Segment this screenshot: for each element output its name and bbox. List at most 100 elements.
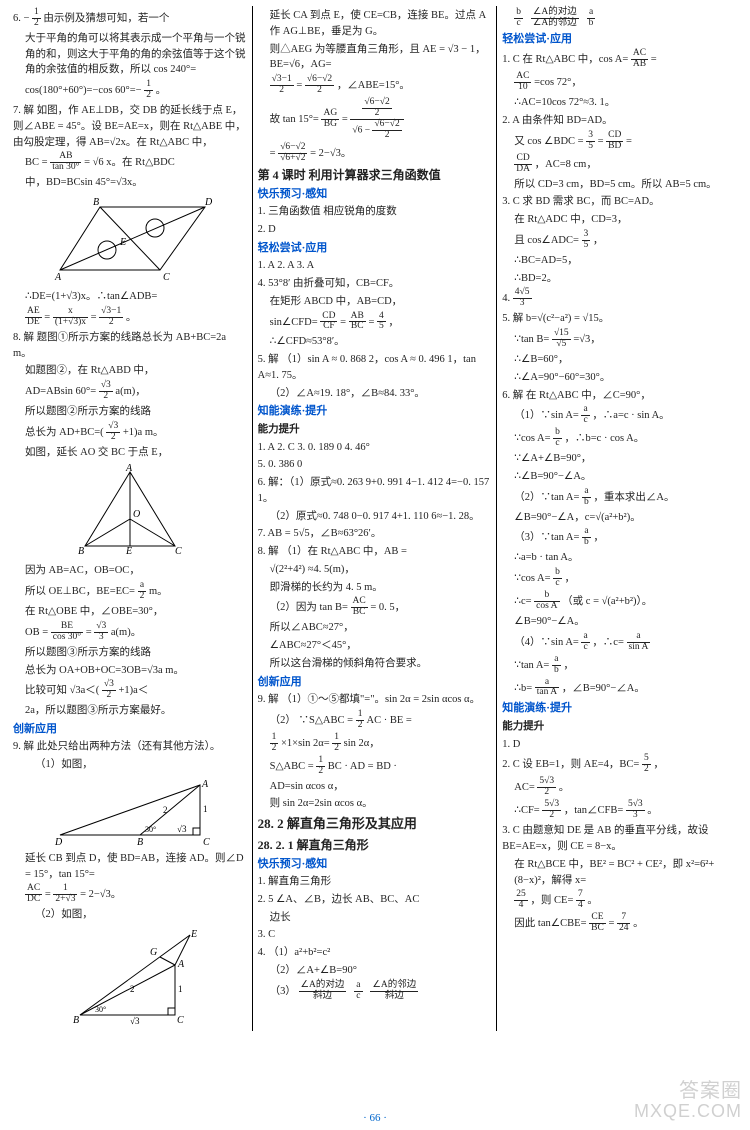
heading-cx: 创新应用 — [13, 721, 247, 738]
c2-p1: 延长 CA 到点 E，使 CE=CB，连接 BE。过点 A 作 AG⊥BE，垂足… — [258, 8, 492, 40]
qs4a: 4. 53°8′ 由折叠可知，CB=CF。 — [258, 276, 492, 292]
zn9j: AD=sin αcos α， — [258, 779, 492, 795]
zn9d: 12 ×1×sin 2α= 12 sin 2α， — [258, 733, 492, 754]
section-4-heading: 第 4 课时 利用计算器求三角函数值 — [258, 166, 492, 184]
kl2-5b: （2）∠A+∠B=90° — [258, 963, 492, 979]
watermark: 答案圈 MXQE.COM — [634, 1080, 742, 1122]
kl2-1: 1. 解直角三角形 — [258, 874, 492, 890]
qs4i: ∴∠CFD≈53°8′。 — [258, 334, 492, 350]
c2-p5: 故 tan 15°= AGBG = √6−√22 √6 − √6−√22 — [258, 98, 492, 141]
c3-q6m: ∴a=b · tan A。 — [502, 550, 737, 566]
c3-q6x: ∴b= atan A ，∠B=90°−∠A。 — [502, 678, 737, 699]
qs4c: sin∠CFD= CDCF = ABBC = 45 ， — [258, 312, 492, 333]
c3-q5d: ∴∠B=60°， — [502, 352, 737, 368]
q8-j: 所以 OE⊥BC，BE=EC= a2 m。 — [13, 581, 247, 602]
svg-text:B: B — [93, 197, 99, 208]
c3-q6j: ∠B=90°−∠A，c=√(a²+b²)。 — [502, 510, 737, 526]
qsss-heading: 轻松尝试·应用 — [258, 240, 492, 257]
klyx2-heading: 快乐预习·感知 — [258, 856, 492, 873]
c3-zn3a: 3. C 由题意知 DE 是 AB 的垂直平分线，故设 BE=AE=x，则 CE… — [502, 823, 737, 855]
svg-text:C: C — [177, 1015, 184, 1026]
svg-text:E: E — [125, 546, 132, 557]
c3-zn3b: 在 Rt△BCE 中，BE² = BC² + CE²，即 x²=6²+(8−x)… — [502, 857, 737, 889]
svg-text:30°: 30° — [145, 825, 156, 834]
q9-h: （2）如图， — [13, 907, 247, 923]
svg-text:A: A — [201, 779, 209, 790]
c3-zn2c: AC= 5√32 。 — [502, 777, 737, 798]
svg-text:B: B — [73, 1015, 79, 1026]
zn6b: （2）原式≈0. 748 0−0. 917 4+1. 110 6≈−1. 28。 — [258, 509, 492, 525]
q6-eq: cos(180°+60°)=−cos 60°=− 12 。 — [13, 80, 247, 101]
zn8h: 所以这台滑梯的倾斜角符合要求。 — [258, 656, 492, 672]
c3-zn3g: 因此 tan∠CBE= CEBC = 724 。 — [502, 913, 737, 934]
watermark-url: MXQE.COM — [634, 1101, 742, 1121]
qs1: 1. A 2. A 3. A — [258, 258, 492, 274]
kl2-4: 3. C — [258, 927, 492, 943]
zn8a: 8. 解 （1）在 Rt△ABC 中，AB = — [258, 544, 492, 560]
c3-zn3c: 254 ，则 CE= 74 。 — [502, 890, 737, 911]
c3-qsss-heading: 轻松尝试·应用 — [502, 31, 737, 48]
watermark-cn: 答案圈 — [634, 1080, 742, 1102]
c3-q5b: ∵tan B= √15√5 =√3， — [502, 329, 737, 350]
c3-q4a: 4. 4√53 — [502, 288, 737, 309]
c3-q3e: ∴BC=AD=5， — [502, 253, 737, 269]
cxy-heading: 创新应用 — [258, 674, 492, 691]
q6-frac: 12 — [32, 8, 41, 29]
zn8d: （2）因为 tan B= ACBC = 0. 5， — [258, 597, 492, 618]
kl2-5c: （3） ∠A的对边斜边 ac ∠A的邻边斜边 — [258, 981, 492, 1002]
column-1: 6. − 12 由示例及猜想可知，若一个 大于平角的角可以将其表示成一个平角与一… — [8, 6, 253, 1031]
c2-p3: √3−12 = √6−√22 ，∠ABE=15°。 — [258, 75, 492, 96]
c3-q6h: （2）∵tan A= ab ，重本求出∠A。 — [502, 487, 737, 508]
q7-b: BC = ABtan 30° = √6 x。在 Rt△BDC — [13, 152, 247, 173]
c3-q1c: AC10 =cos 72°， — [502, 72, 737, 93]
q8-a: 8. 解 题图①所示方案的线路总长为 AB+BC=2a m。 — [13, 330, 247, 362]
zn9h: S△ABC = 12 BC · AD = BD · — [258, 756, 492, 777]
svg-text:E: E — [119, 237, 126, 248]
zn6a: 6. 解：（1）原式≈0. 263 9+0. 991 4−1. 412 4=−0… — [258, 475, 492, 507]
q8-c: AD=ABsin 60°= √32 a(m)， — [13, 381, 247, 402]
c3-q6v: ∵tan A= ab ， — [502, 655, 737, 676]
zn9a: 9. 解 （1）①～⑤都填"="。sin 2α = 2sin αcos α。 — [258, 692, 492, 708]
c3-q1a: 1. C 在 Rt△ABC 中，cos A= ACAB = — [502, 49, 737, 70]
c3-q3f: ∴BD=2。 — [502, 271, 737, 287]
q6-lead: 6. − — [13, 13, 32, 24]
svg-text:C: C — [163, 272, 170, 283]
figure-q7-parallelogram: AC DB E — [45, 195, 215, 285]
c3-q2a: 2. A 由条件知 BD=AD。 — [502, 113, 737, 129]
c3-q5a: 5. 解 b=√(c²−a²) = √15。 — [502, 311, 737, 327]
svg-text:D: D — [204, 197, 213, 208]
svg-text:1: 1 — [178, 984, 183, 994]
zn5: 5. 0. 386 0 — [258, 457, 492, 473]
c3-q6d: ∵cos A= bc ，∴b=c · cos A。 — [502, 428, 737, 449]
c3-q6n: ∵cos A= bc ， — [502, 568, 737, 589]
q9-b: （1）如图， — [13, 757, 247, 773]
figure-q8-triangle: AB CE O — [70, 464, 190, 559]
q9-c: 延长 CB 到点 D，使 BD=AB，连接 AD。则∠D = 15°，tan 1… — [13, 851, 247, 883]
q6: 6. − 12 由示例及猜想可知，若一个 — [13, 8, 247, 29]
c3-q1e: ∴AC=10cos 72°≈3. 1。 — [502, 95, 737, 111]
zn8c: 即滑梯的长约为 4. 5 m。 — [258, 580, 492, 596]
svg-text:2: 2 — [130, 984, 135, 994]
svg-text:D: D — [54, 837, 63, 847]
c2-p7: = √6−√2√6+√2 = 2−√3。 — [258, 143, 492, 164]
q8-f: 总长为 AD+BC=( √32 +1)a m。 — [13, 422, 247, 443]
figure-q9-triangle2: BC AE G √3 1 2 30° — [60, 927, 200, 1027]
section-2821-heading: 28. 2. 1 解直角三角形 — [258, 836, 492, 854]
q8-b: 如题图②，在 Rt△ABD 中， — [13, 363, 247, 379]
q9-a: 9. 解 此处只给出两种方法（还有其他方法）。 — [13, 739, 247, 755]
q6-t1: 由示例及猜想可知，若一个 — [43, 13, 169, 24]
zn7: 7. AB = 5√5，∠B≈63°26′。 — [258, 526, 492, 542]
page-container: 6. − 12 由示例及猜想可知，若一个 大于平角的角可以将其表示成一个平角与一… — [0, 0, 750, 1051]
svg-text:O: O — [133, 509, 140, 520]
figure-q9-triangle1: DB CA √3 1 2 30° — [45, 777, 215, 847]
q8-m: OB = BEcos 30° = √33 a(m)。 — [13, 622, 247, 643]
c3-q2h: 所以 CD=3 cm，BD=5 cm。所以 AB=5 cm。 — [502, 177, 737, 193]
c3-zn2e: ∴CF= 5√32 ，tan∠CFB= 5√33 。 — [502, 800, 737, 821]
c3-zn1: 1. D — [502, 737, 737, 753]
c3-q2b: 又 cos ∠BDC = 35 = CDBD = — [502, 131, 737, 152]
c3-zn-h2: 能力提升 — [502, 719, 737, 735]
svg-text:C: C — [203, 837, 210, 847]
c3-q2f: CDDA ，AC=8 cm， — [502, 154, 737, 175]
svg-text:√3: √3 — [130, 1016, 140, 1026]
c3-q6b: （1）∵sin A= ac ，∴a=c · sin A。 — [502, 405, 737, 426]
